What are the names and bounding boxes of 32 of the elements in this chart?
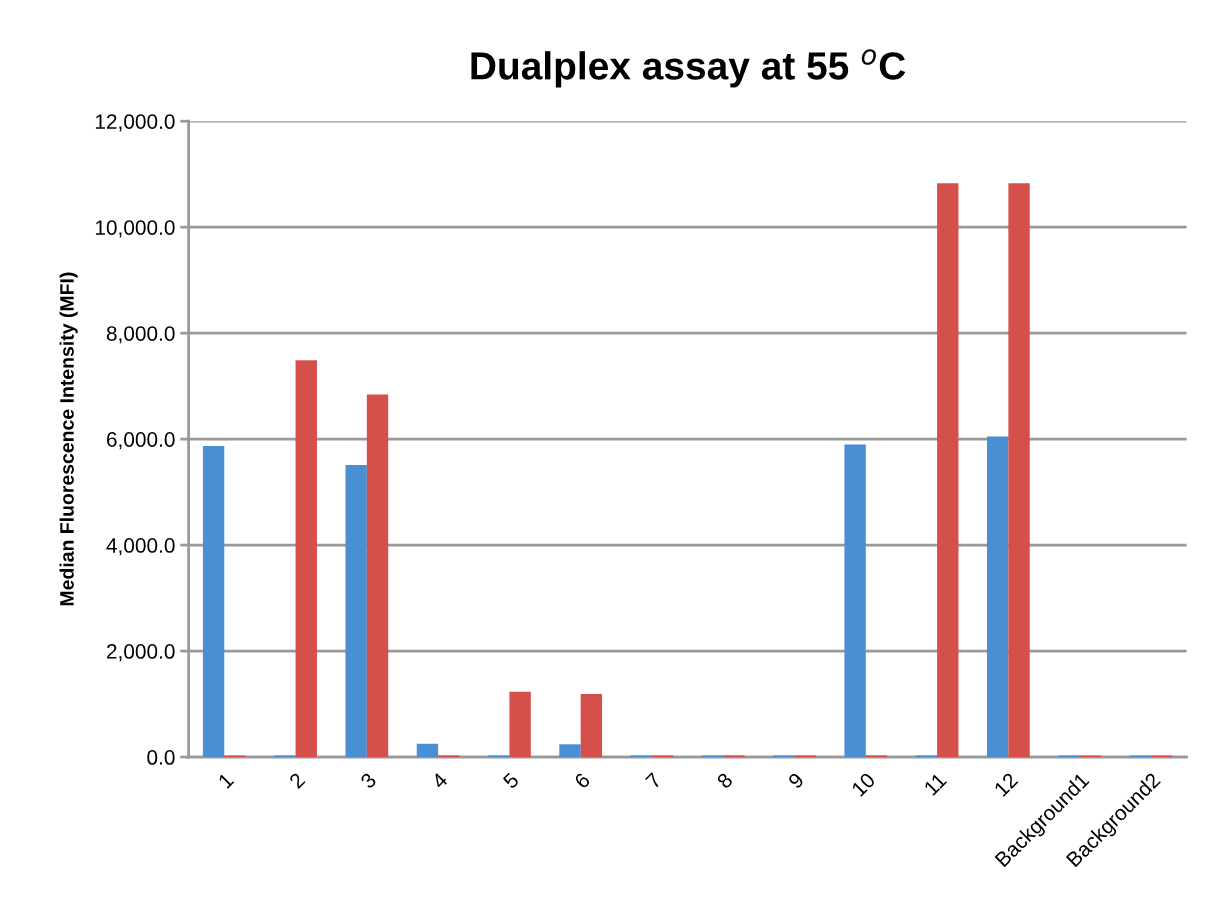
bar xyxy=(416,743,439,758)
y-tick-label: 0.0 xyxy=(147,750,175,765)
bar xyxy=(1008,183,1030,758)
x-tick-label: 11 xyxy=(923,772,948,796)
x-tick-label: 10 xyxy=(850,771,877,797)
bar xyxy=(509,691,531,758)
bar xyxy=(559,744,581,758)
y-tick-label: 12,000.0 xyxy=(95,114,175,132)
x-tick-label: 6 xyxy=(573,771,591,790)
x-tick-label: 3 xyxy=(359,771,378,790)
y-tick-label: 10,000.0 xyxy=(95,220,175,238)
bar xyxy=(580,693,603,758)
bar xyxy=(202,446,225,758)
y-tick-label: 8,000.0 xyxy=(106,326,175,344)
x-tick-label: 9 xyxy=(787,771,805,790)
bar xyxy=(986,436,1009,758)
x-tick-label: 4 xyxy=(430,771,449,790)
y-tick-label: 4,000.0 xyxy=(106,538,175,556)
bar xyxy=(937,183,959,758)
y-axis-title: Median Fluorescence Intensity (MFI) xyxy=(59,272,78,606)
bar xyxy=(345,465,367,758)
x-tick-label: 2 xyxy=(288,772,306,790)
y-tick-label: 2,000.0 xyxy=(106,644,175,662)
bar xyxy=(295,360,317,758)
bar xyxy=(366,394,389,758)
x-tick-label: 1 xyxy=(217,772,235,789)
bar xyxy=(844,444,866,758)
y-tick-label: 6,000.0 xyxy=(107,432,175,450)
x-tick-label: 5 xyxy=(502,772,520,790)
chart-title: Dualplex assay at 55 $^{o}$C xyxy=(471,49,906,88)
x-tick-label: 7 xyxy=(645,772,662,790)
x-tick-label: 8 xyxy=(716,771,734,790)
